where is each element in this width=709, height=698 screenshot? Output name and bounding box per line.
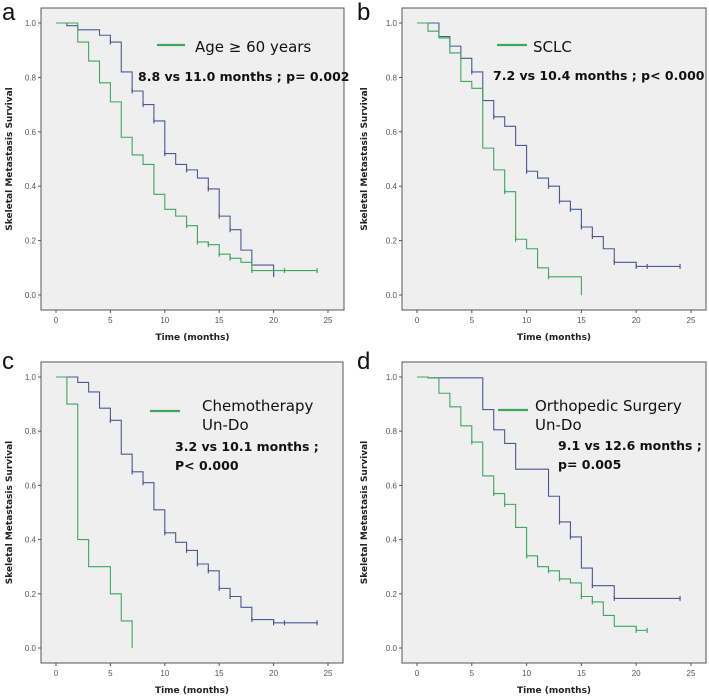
y-tick-label: 0.2: [386, 237, 398, 246]
y-axis-label: Skeletal Metastasis Survival: [5, 87, 15, 231]
x-tick-label: 0: [54, 316, 59, 325]
survival-curve-group: [56, 376, 133, 648]
y-tick-label: 0.4: [386, 182, 398, 191]
x-tick-label: 20: [632, 669, 641, 678]
x-tick-label: 10: [522, 669, 531, 678]
x-tick-label: 5: [108, 669, 113, 678]
x-tick-label: 25: [324, 316, 333, 325]
y-tick-label: 1.0: [25, 19, 37, 28]
x-axis-label: Time (months): [517, 333, 591, 343]
x-tick-label: 25: [324, 669, 333, 678]
x-tick-label: 15: [577, 316, 586, 325]
legend-label: Orthopedic Surgery: [535, 397, 682, 415]
survival-curve-group: [417, 22, 582, 295]
panel-label: c: [2, 348, 14, 375]
x-tick-label: 10: [160, 669, 169, 678]
x-tick-label: 0: [415, 316, 420, 325]
annotation-text: p= 0.005: [558, 457, 621, 472]
x-tick-label: 15: [215, 316, 224, 325]
plot-area: [401, 7, 707, 311]
x-axis-label: Time (months): [155, 686, 229, 696]
panel-label: d: [357, 348, 370, 375]
panel-c: c 0 5 10 15 20 25 0.0 0.2 0.4 0.6 0.8 1.0 Time (month…: [2, 348, 344, 696]
x-tick-label: 20: [269, 316, 278, 325]
legend-label: Chemotherapy: [202, 397, 313, 415]
y-tick-label: 0.2: [386, 590, 398, 599]
y-axis-label: Skeletal Metastasis Survival: [360, 441, 370, 585]
y-tick-label: 1.0: [386, 373, 398, 382]
survival-curve-group: [56, 22, 318, 272]
panel-a: a 0 5 10 15 20 25 0.0 0.2 0.4 0.6 0.8 1.0 Time (month…: [2, 0, 349, 343]
y-tick-label: 0.8: [386, 427, 398, 436]
panel-label: b: [357, 0, 370, 26]
legend-label: SCLC: [533, 38, 572, 56]
x-tick-label: 0: [54, 669, 59, 678]
x-tick-label: 20: [632, 316, 641, 325]
y-tick-label: 0.6: [25, 481, 37, 490]
y-tick-label: 0.8: [25, 73, 37, 82]
x-tick-label: 20: [269, 669, 278, 678]
x-tick-label: 15: [577, 669, 586, 678]
y-tick-label: 1.0: [386, 19, 398, 28]
annotation-text: 7.2 vs 10.4 months ; p< 0.000: [493, 68, 705, 83]
survival-curve-comparison: [56, 376, 318, 624]
x-tick-label: 5: [108, 316, 113, 325]
plot-area: [40, 361, 344, 664]
y-tick-label: 0.6: [386, 128, 398, 137]
plot-area: [401, 361, 707, 664]
legend-label: Age ≥ 60 years: [195, 38, 311, 56]
y-tick-label: 0.4: [25, 536, 37, 545]
y-tick-label: 0.8: [25, 427, 37, 436]
x-tick-label: 10: [160, 316, 169, 325]
x-tick-label: 5: [470, 669, 475, 678]
y-tick-label: 0.2: [25, 237, 37, 246]
y-tick-label: 0.2: [25, 590, 37, 599]
annotation-text: 9.1 vs 12.6 months ;: [558, 438, 702, 453]
y-tick-label: 0.8: [386, 73, 398, 82]
x-tick-label: 10: [522, 316, 531, 325]
y-tick-label: 0.0: [386, 644, 398, 653]
y-tick-label: 0.4: [386, 536, 398, 545]
y-tick-label: 1.0: [25, 373, 37, 382]
x-tick-label: 25: [687, 316, 696, 325]
plot-area: [40, 7, 345, 311]
x-tick-label: 15: [215, 669, 224, 678]
x-axis-label: Time (months): [517, 686, 591, 696]
survival-curve-comparison: [417, 376, 681, 599]
x-tick-label: 25: [687, 669, 696, 678]
x-axis-label: Time (months): [155, 333, 229, 343]
y-tick-label: 0.6: [25, 128, 37, 137]
survival-curve-group: [417, 376, 648, 631]
annotation-text: 3.2 vs 10.1 months ;: [175, 439, 319, 454]
panel-label: a: [2, 0, 16, 26]
y-axis-label: Skeletal Metastasis Survival: [360, 87, 370, 231]
legend-label: Un-Do: [535, 416, 582, 434]
annotation-text: 8.8 vs 11.0 months ; p= 0.002: [138, 69, 349, 84]
y-axis-label: Skeletal Metastasis Survival: [5, 441, 15, 585]
y-tick-label: 0.0: [25, 644, 37, 653]
y-tick-label: 0.0: [386, 291, 398, 300]
survival-curve-comparison: [417, 22, 681, 267]
annotation-text: P< 0.000: [175, 458, 239, 473]
y-tick-label: 0.6: [386, 481, 398, 490]
legend-label: Un-Do: [202, 416, 249, 434]
y-tick-label: 0.0: [25, 291, 37, 300]
y-tick-label: 0.4: [25, 182, 37, 191]
panel-d: d 0 5 10 15 20 25 0.0 0.2 0.4 0.6 0.8 1.0 Time (month…: [357, 348, 707, 696]
x-tick-label: 5: [470, 316, 475, 325]
x-tick-label: 0: [415, 669, 420, 678]
panel-b: b 0 5 10 15 20 25 0.0 0.2 0.4 0.6 0.8 1.0 Time (month…: [357, 0, 707, 343]
